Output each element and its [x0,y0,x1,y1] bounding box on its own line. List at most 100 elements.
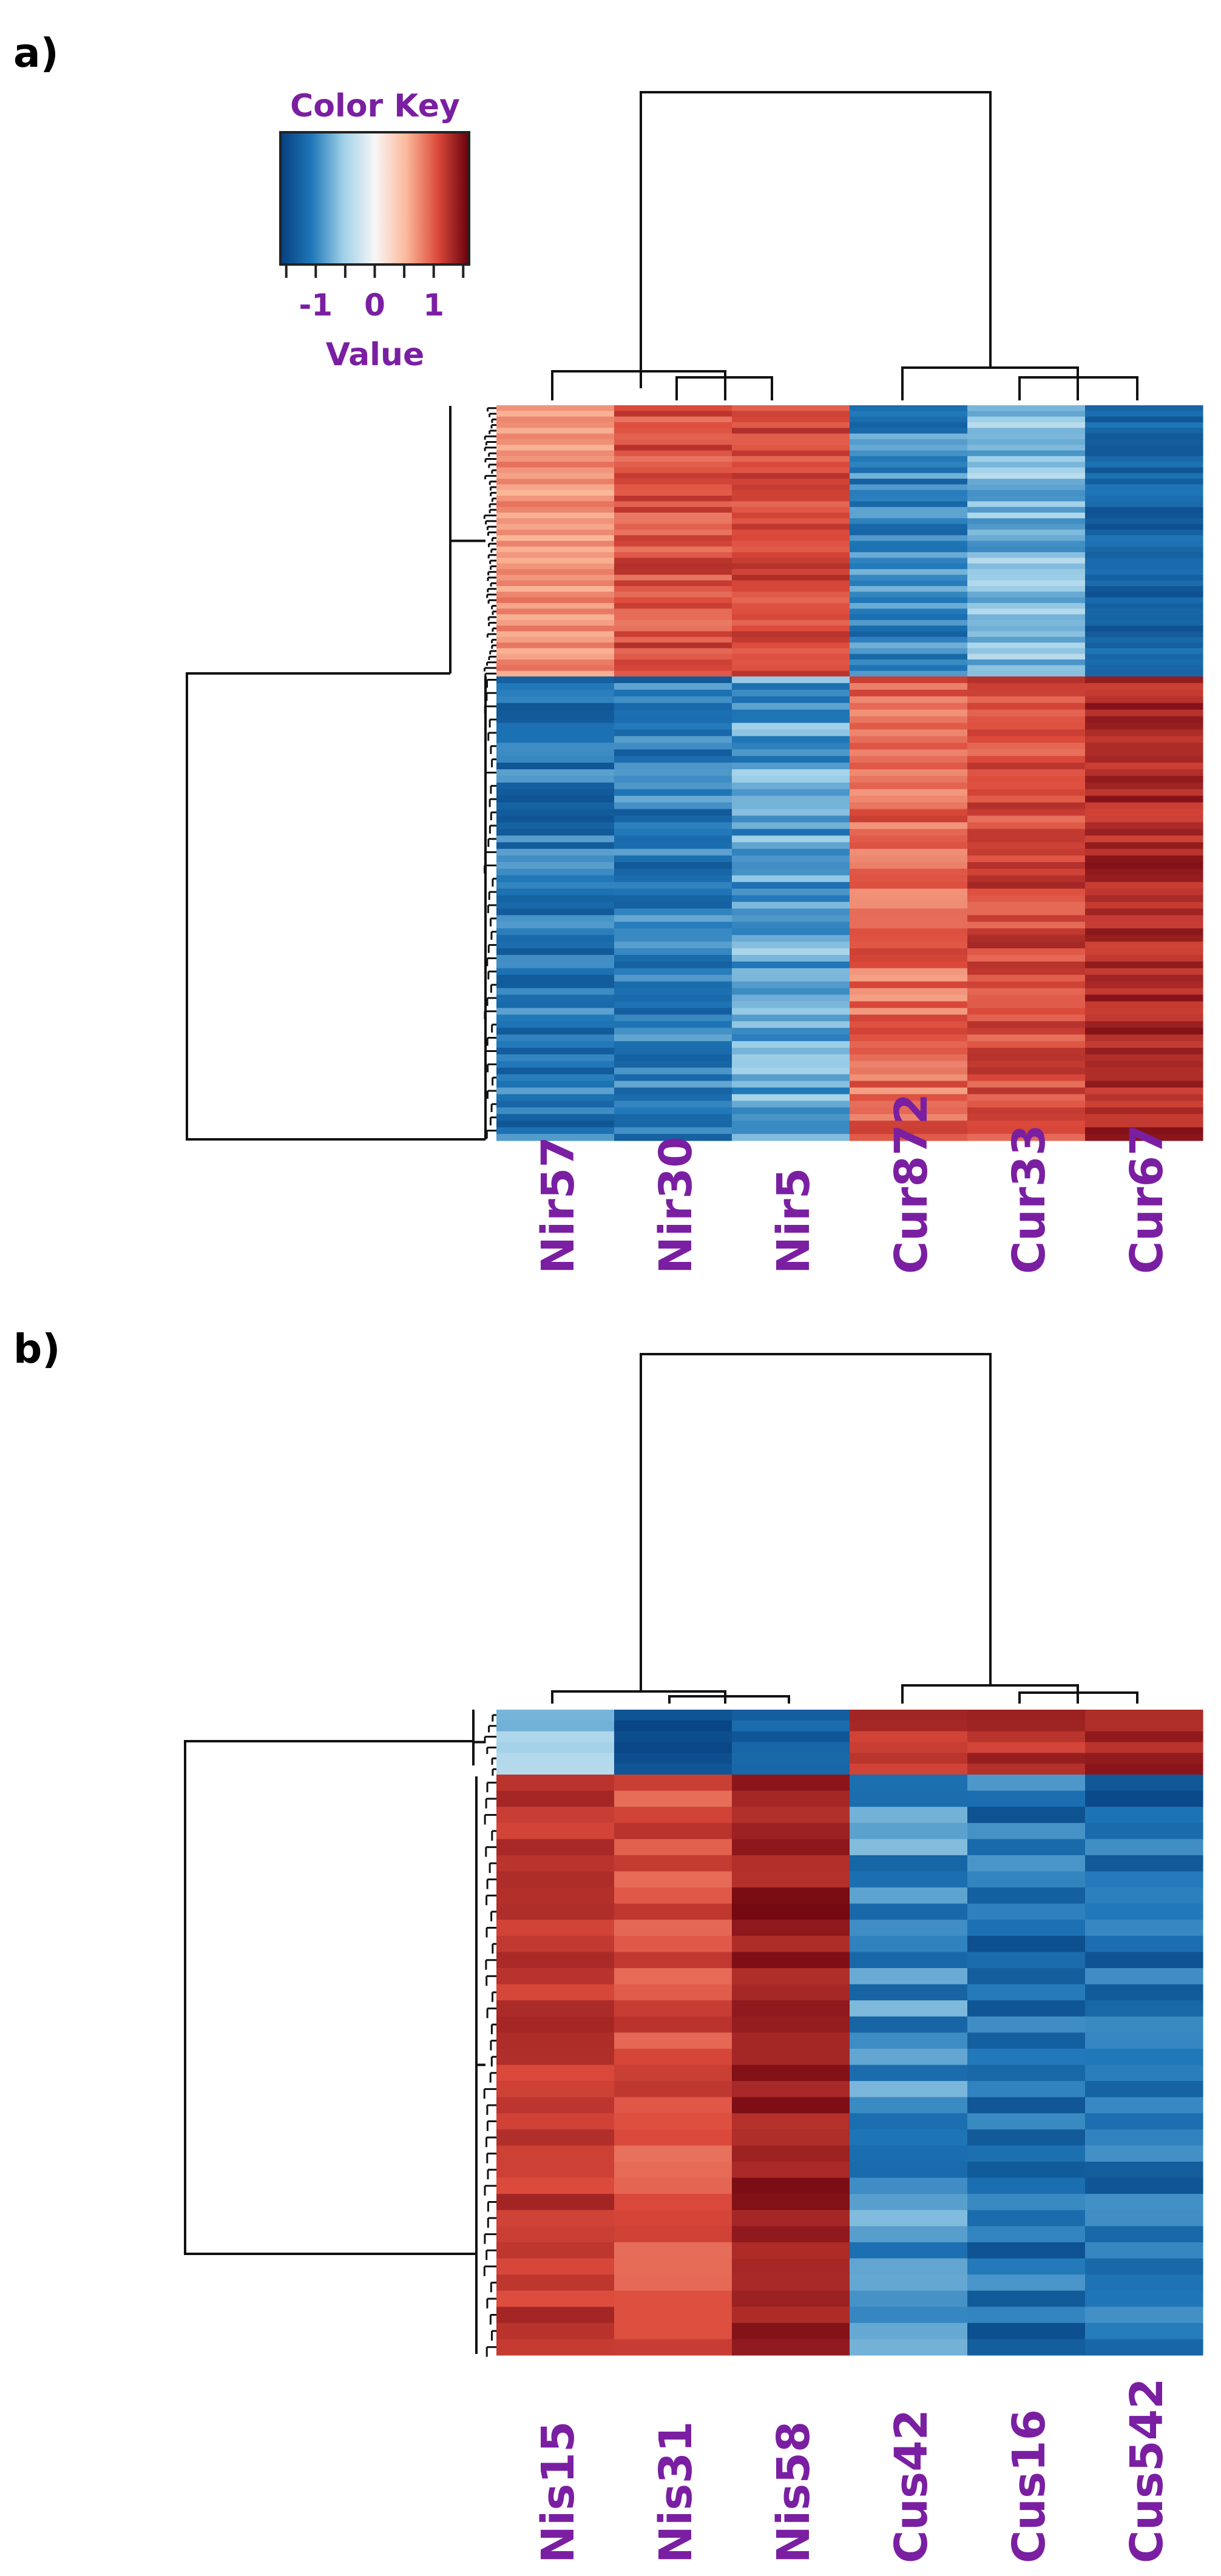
heatmap-b-cell-cus542 [1085,1855,1203,1872]
heatmap-a-cell-nir57 [496,1081,615,1088]
heatmap-a-cell-nir5 [732,928,850,936]
heatmap-b-cell-nis15 [496,1822,615,1839]
heatmap-a-cell-cur872 [850,743,968,750]
heatmap-a-cell-cur33 [967,948,1086,956]
heatmap-a-cell-cur33 [967,619,1086,626]
heatmap-a-cell-cur872 [850,1054,968,1062]
heatmap-a-cell-nir57 [496,1087,615,1095]
heatmap-b-cell-cus542 [1085,2016,1203,2033]
heatmap-a-cell-cur872 [850,974,968,982]
heatmap-b-cell-cus542 [1085,2177,1203,2194]
heatmap-a-cell-cur33 [967,1048,1086,1055]
heatmap-b-cell-cus542 [1085,1871,1203,1888]
heatmap-b-cell-nis58 [732,2113,850,2130]
heatmap-a-cell-nir5 [732,518,850,525]
heatmap-a-cell-nir5 [732,625,850,632]
heatmap-a-cell-cur33 [967,942,1086,949]
heatmap-a-cell-cur872 [850,842,968,849]
heatmap-a-cell-nir30 [614,875,732,883]
heatmap-b-cell-nis15 [496,2113,615,2130]
heatmap-a-cell-nir57 [496,558,615,564]
heatmap-b-cell-nis58 [732,1764,850,1775]
heatmap-a-cell-nir30 [614,665,732,672]
heatmap-a-cell-nir57 [496,512,615,519]
heatmap-a-cell-nir5 [732,670,850,677]
heatmap-a-cell-cur67 [1085,473,1203,479]
heatmap-a-cell-cur872 [850,422,968,428]
heatmap-a-cell-nir57 [496,592,615,598]
heatmap-a-cell-cur872 [850,625,968,632]
heatmap-b-cell-nis58 [732,1935,850,1953]
heatmap-a-cell-cur872 [850,709,968,717]
heatmap-b-cell-nis15 [496,1790,615,1807]
heatmap-a-cell-nir5 [732,763,850,770]
heatmap-a-cell-nir57 [496,1067,615,1075]
heatmap-a-cell-nir5 [732,875,850,883]
heatmap-a-cell-nir30 [614,1041,732,1048]
heatmap-a-cell-nir30 [614,535,732,542]
heatmap-a-cell-nir30 [614,948,732,956]
heatmap-b-cell-nis15 [496,1807,615,1824]
heatmap-a-cell-nir30 [614,696,732,704]
heatmap-a-cell-cur872 [850,948,968,956]
heatmap-b-cell-cus542 [1085,2226,1203,2243]
heatmap-a-cell-cur872 [850,1127,968,1135]
heatmap-b-cell-nis31 [614,1968,732,1985]
heatmap-a-cell-cur33 [967,1087,1086,1095]
heatmap-b-cell-cus16 [967,2210,1086,2227]
heatmap-a-cell-cur872 [850,450,968,457]
heatmap-a-cell-nir5 [732,665,850,672]
heatmap-a-cell-nir57 [496,411,615,417]
heatmap-b-cell-cus16 [967,2242,1086,2259]
heatmap-a-cell-cur33 [967,829,1086,836]
heatmap-b-cell-nis58 [732,2290,850,2307]
heatmap-b-cell-nis31 [614,2274,732,2291]
heatmap-b-cell-cus42 [850,1920,968,1937]
heatmap-a-cell-nir5 [732,473,850,479]
heatmap-a-cell-cur33 [967,1074,1086,1082]
heatmap-a-cell-cur33 [967,743,1086,750]
heatmap-b-cell-nis15 [496,2000,615,2017]
heatmap-b-cell-cus42 [850,1855,968,1872]
heatmap-a-cell-cur872 [850,835,968,843]
heatmap-a-cell-nir5 [732,1107,850,1114]
heatmap-a-cell-nir5 [732,1121,850,1128]
heatmap-a-cell-cur33 [967,961,1086,969]
heatmap-b-cell-cus42 [850,1710,968,1721]
heatmap-a-cell-cur67 [1085,422,1203,428]
heatmap-a-cell-nir5 [732,709,850,717]
heatmap-a-cell-nir5 [732,619,850,626]
heatmap-b-cell-cus42 [850,2322,968,2340]
heatmap-b-cell-nis58 [732,2226,850,2243]
heatmap-a-cell-nir30 [614,862,732,869]
heatmap-b-cell-cus542 [1085,1968,1203,1985]
heatmap-b-cell-cus42 [850,2307,968,2324]
heatmap-a-cell-nir30 [614,888,732,896]
heatmap-b-cell-nis31 [614,2097,732,2114]
heatmap-a-cell-cur872 [850,405,968,411]
heatmap-b-cell-nis15 [496,1935,615,1953]
heatmap-a-cell-nir57 [496,716,615,724]
heatmap-a-cell-cur872 [850,908,968,916]
heatmap-b-cell-cus542 [1085,2097,1203,2114]
heatmap-a-cell-nir30 [614,723,732,730]
heatmap-a-cell-nir5 [732,902,850,909]
heatmap-a-cell-cur33 [967,592,1086,598]
heatmap-a-cell-nir57 [496,1060,615,1068]
heatmap-a-cell-nir30 [614,829,732,836]
heatmap-a-cell-cur872 [850,659,968,666]
heatmap-a-cell-cur33 [967,775,1086,783]
heatmap-a-cell-cur33 [967,908,1086,916]
heatmap-a-cell-cur33 [967,609,1086,615]
heatmap-a-cell-cur67 [1085,558,1203,564]
heatmap-a-cell-cur33 [967,1081,1086,1088]
heatmap-a-cell-nir30 [614,439,732,445]
heatmap-a-cell-cur67 [1085,743,1203,750]
heatmap-b-cell-cus16 [967,2274,1086,2291]
heatmap-a-cell-nir57 [496,507,615,513]
heatmap-a-cell-nir30 [614,1021,732,1028]
heatmap-a-cell-cur67 [1085,433,1203,440]
heatmap-a-cell-nir5 [732,428,850,434]
heatmap-b-cell-nis15 [496,1764,615,1775]
heatmap-a-cell-nir5 [732,703,850,710]
